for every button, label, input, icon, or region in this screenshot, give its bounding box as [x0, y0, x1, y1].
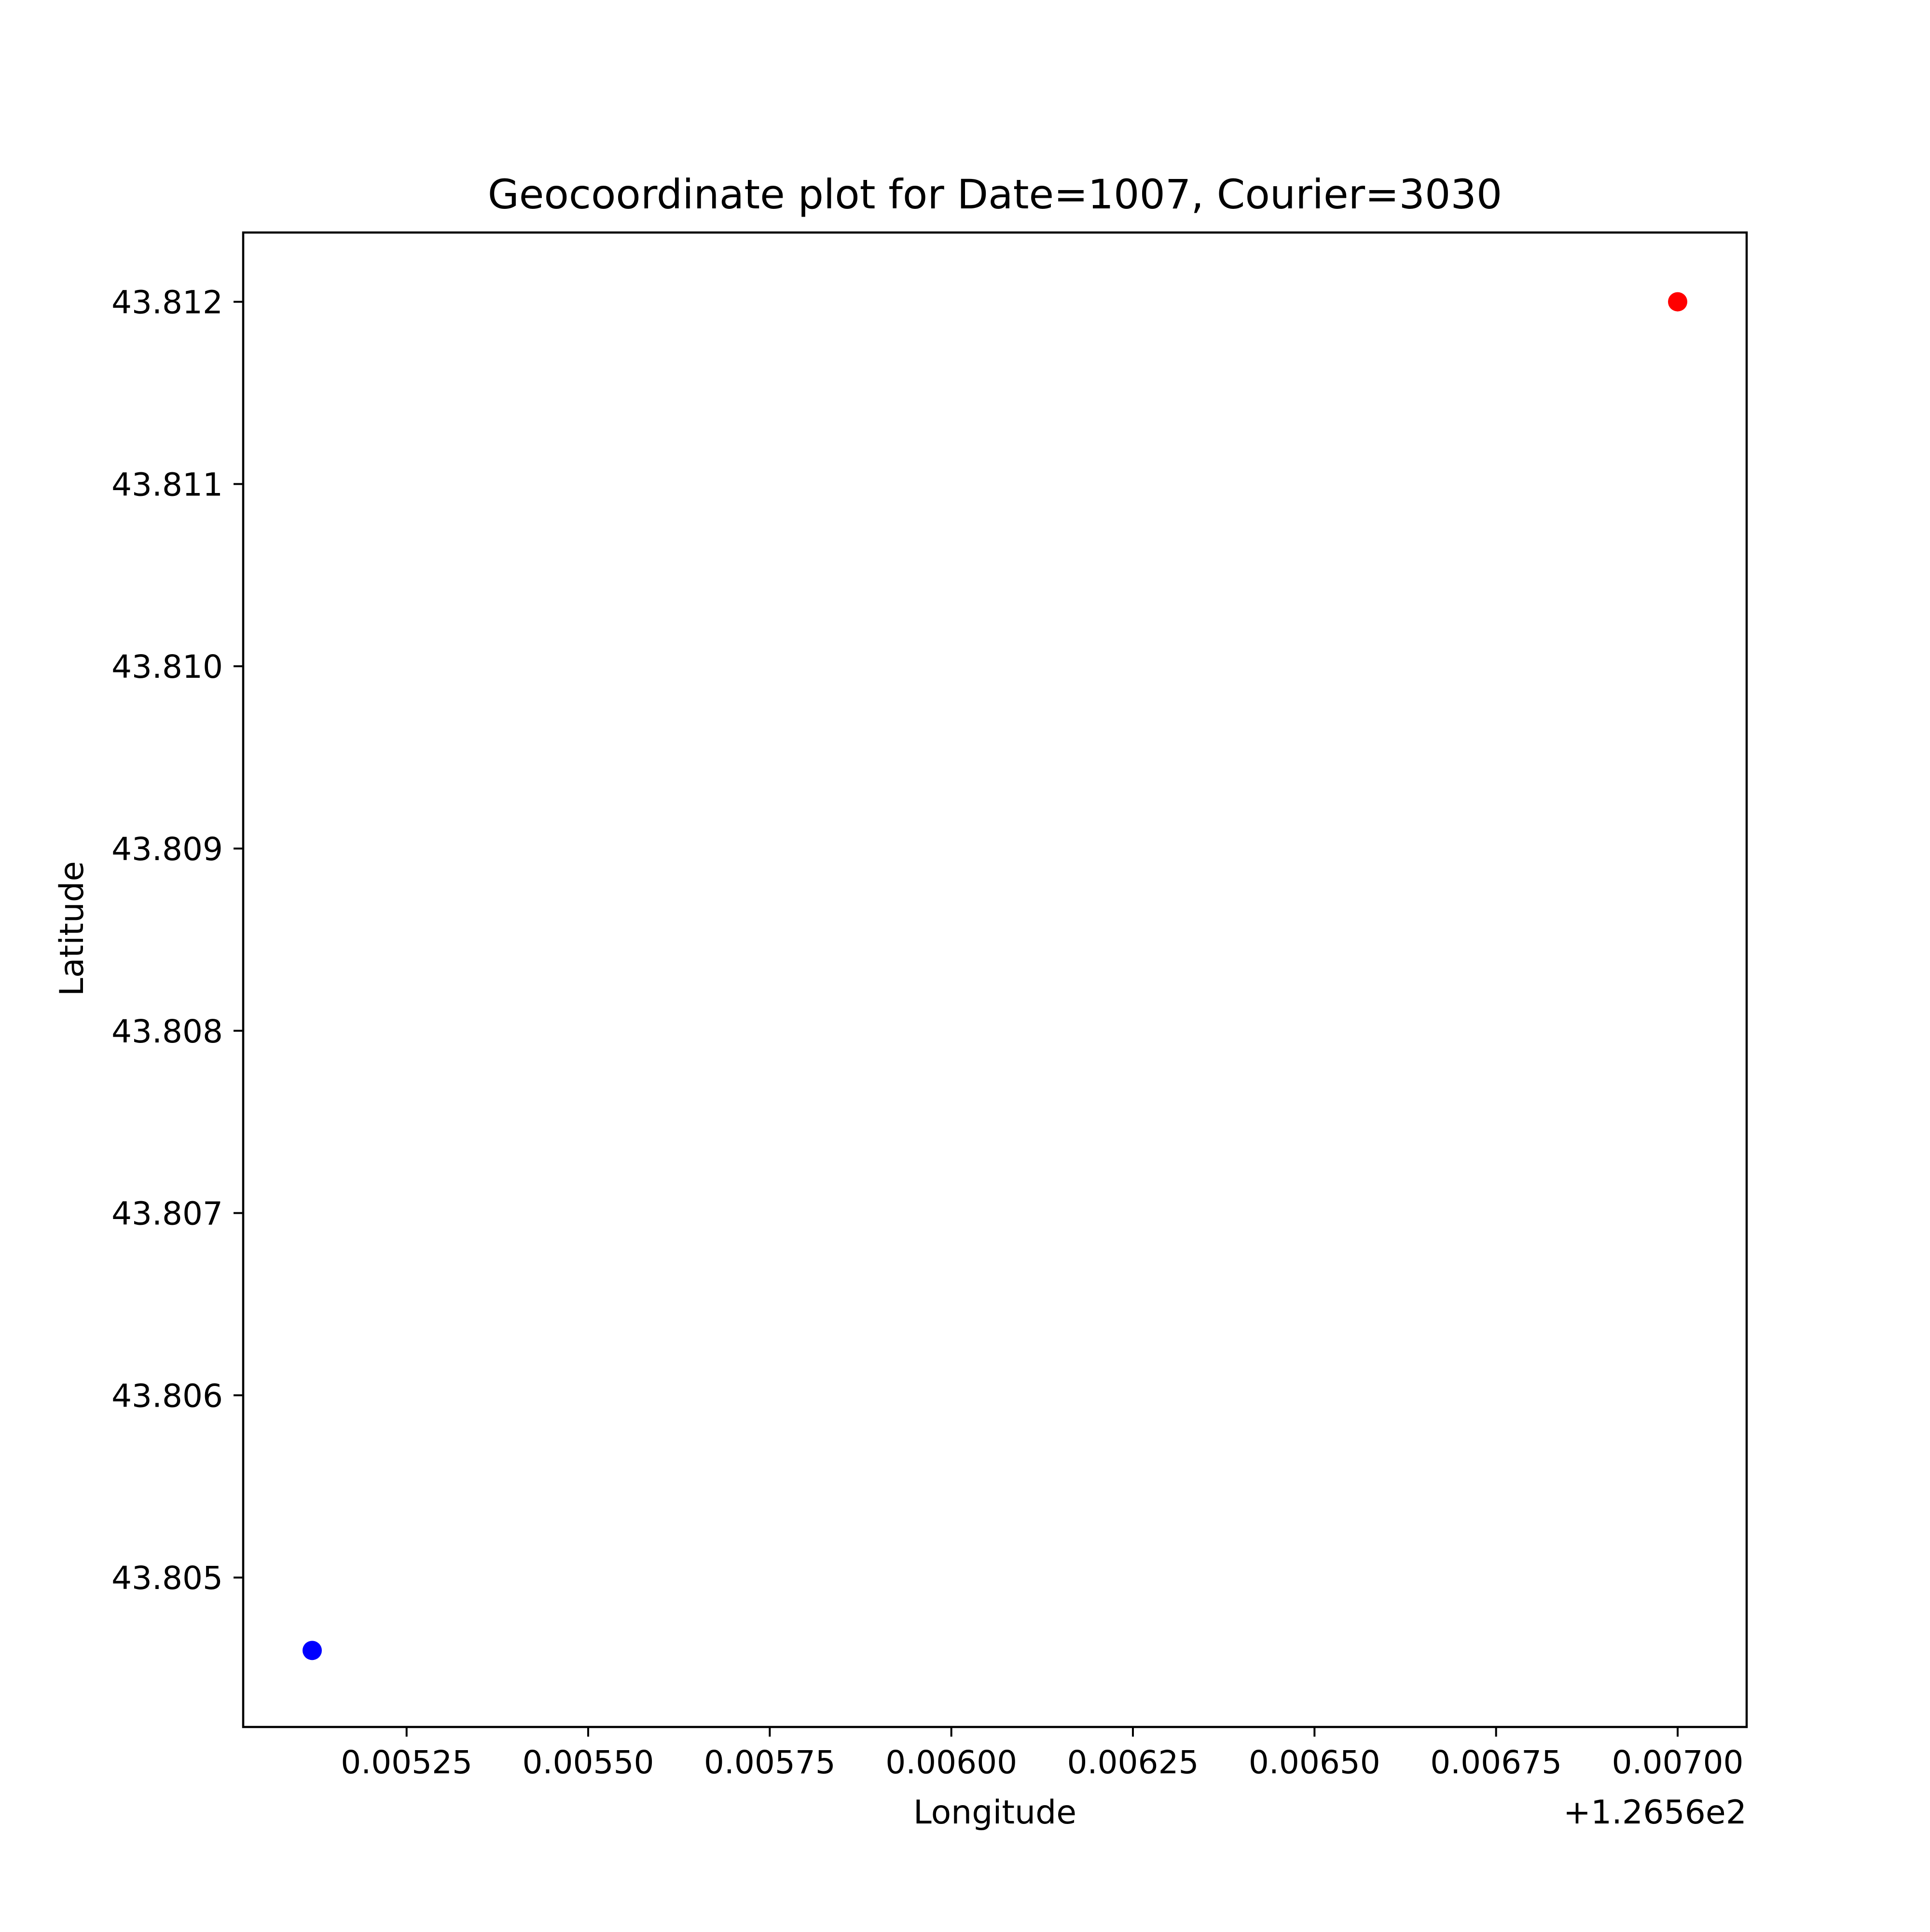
x-axis-label: Longitude — [913, 1794, 1076, 1832]
x-tick-label: 0.00525 — [341, 1744, 472, 1781]
y-tick-label: 43.812 — [111, 284, 223, 321]
y-tick-label: 43.809 — [111, 831, 223, 868]
y-axis-label: Latitude — [53, 861, 91, 996]
x-tick-label: 0.00550 — [523, 1744, 654, 1781]
x-tick-label: 0.00700 — [1612, 1744, 1744, 1781]
x-tick-label: 0.00625 — [1067, 1744, 1199, 1781]
y-tick-label: 43.805 — [111, 1560, 223, 1597]
x-tick-label: 0.00575 — [704, 1744, 836, 1781]
y-tick-label: 43.807 — [111, 1195, 223, 1233]
data-point — [1668, 292, 1687, 312]
y-tick-label: 43.808 — [111, 1013, 223, 1050]
x-tick-label: 0.00600 — [885, 1744, 1017, 1781]
plot-frame — [242, 231, 1748, 1728]
x-offset-label: +1.2656e2 — [1563, 1794, 1747, 1832]
y-tick-label: 43.811 — [111, 466, 223, 503]
data-points — [303, 292, 1687, 1660]
y-tick-label: 43.810 — [111, 648, 223, 685]
y-tick-label: 43.806 — [111, 1377, 223, 1414]
data-point — [303, 1641, 322, 1660]
axis-ticks: 0.00525 0.00550 0.00575 0.00600 0.00625 0.006… — [111, 284, 1743, 1781]
x-tick-label: 0.00675 — [1430, 1744, 1562, 1781]
chart-title: Geocoordinate plot for Date=1007, Courie… — [488, 171, 1503, 218]
x-tick-label: 0.00650 — [1249, 1744, 1380, 1781]
